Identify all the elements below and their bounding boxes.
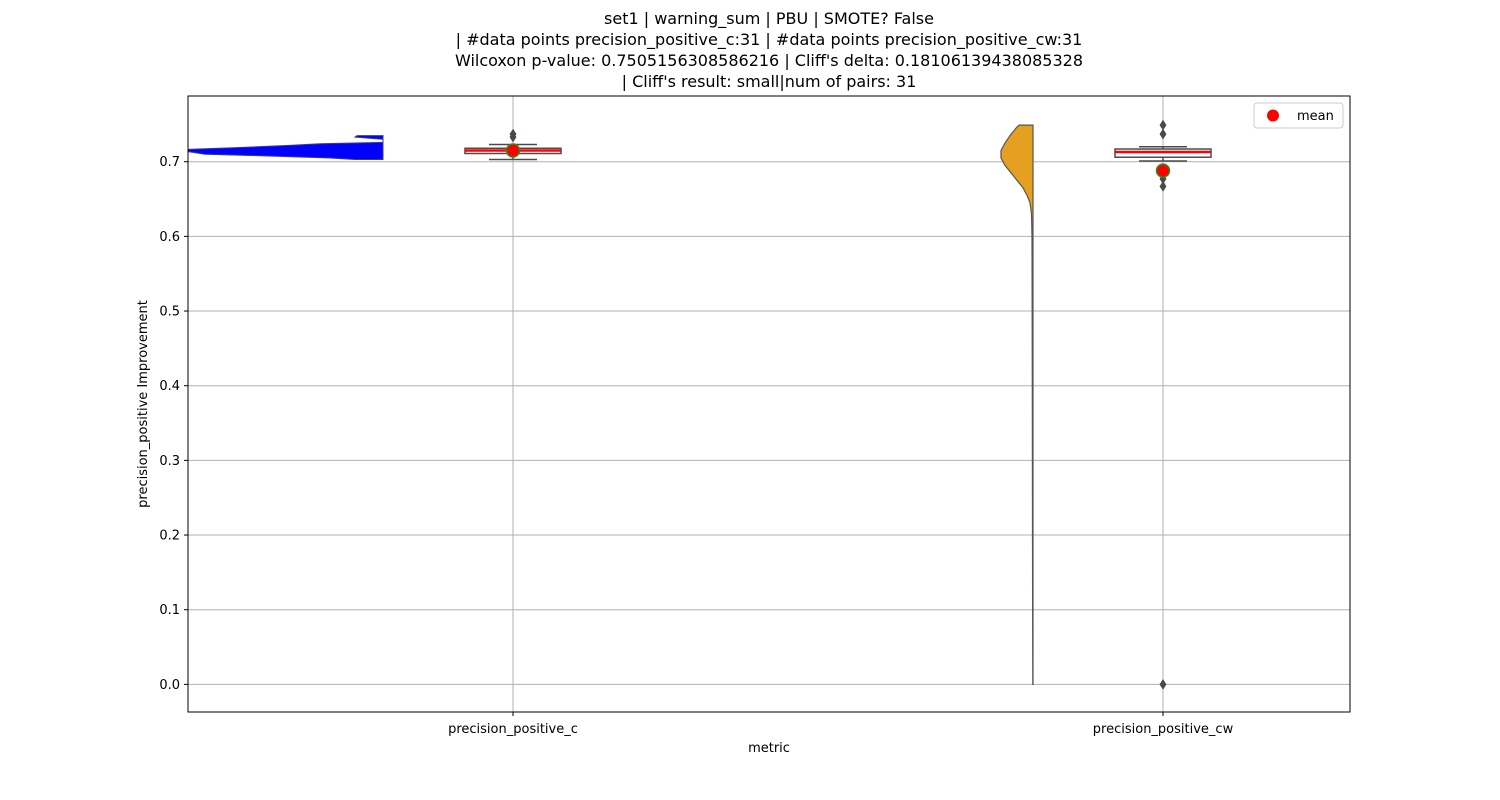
chart-title-line-3: Wilcoxon p-value: 0.7505156308586216 | C… — [454, 51, 1084, 70]
chart-title-line-1: set1 | warning_sum | PBU | SMOTE? False — [604, 9, 934, 28]
y-tick-label: 0.2 — [159, 529, 180, 544]
tick-layer: 0.0 0.1 0.2 0.3 0.4 0.5 0.6 0.7 precision_positi… — [159, 155, 1233, 737]
legend-mean-label: mean — [1297, 109, 1334, 124]
plot-area-frame — [187, 95, 1351, 713]
mean-marker-precision-positive-cw — [1155, 163, 1171, 178]
chart-title-line-4: | Cliff's result: small|num of pairs: 31 — [621, 72, 917, 91]
y-tick-label: 0.6 — [159, 230, 180, 245]
y-tick-label: 0.4 — [159, 379, 180, 394]
outlier-point-precision-positive-cw — [1159, 678, 1167, 690]
outlier-point-precision-positive-c — [509, 128, 517, 140]
legend: mean — [1253, 102, 1344, 129]
chart-title-line-2: | #data points precision_positive_c:31 |… — [455, 30, 1083, 49]
violin-layer — [188, 124, 1034, 685]
outlier-point-precision-positive-cw — [1159, 180, 1167, 192]
legend-mean-marker — [1267, 109, 1279, 122]
y-tick-label: 0.5 — [159, 305, 180, 320]
outlier-point-precision-positive-cw — [1159, 128, 1167, 140]
outlier-point-precision-positive-cw — [1159, 119, 1167, 131]
violin-body-precision-positive-cw — [1000, 124, 1034, 685]
x-tick-label: precision_positive_cw — [1093, 722, 1234, 737]
y-tick-label: 0.7 — [159, 155, 180, 170]
y-axis-label: precision_positive Improvement — [136, 300, 151, 508]
x-axis-label: metric — [748, 741, 790, 756]
y-tick-label: 0.3 — [159, 454, 180, 469]
x-tick-label: precision_positive_c — [448, 722, 578, 737]
legend-frame — [1253, 102, 1344, 129]
violin-body-precision-positive-c — [188, 135, 384, 160]
box-layer — [464, 119, 1212, 690]
mean-marker-precision-positive-c — [505, 143, 521, 158]
grid-layer — [188, 96, 1350, 712]
y-tick-label: 0.0 — [159, 678, 180, 693]
y-tick-label: 0.1 — [159, 603, 180, 618]
